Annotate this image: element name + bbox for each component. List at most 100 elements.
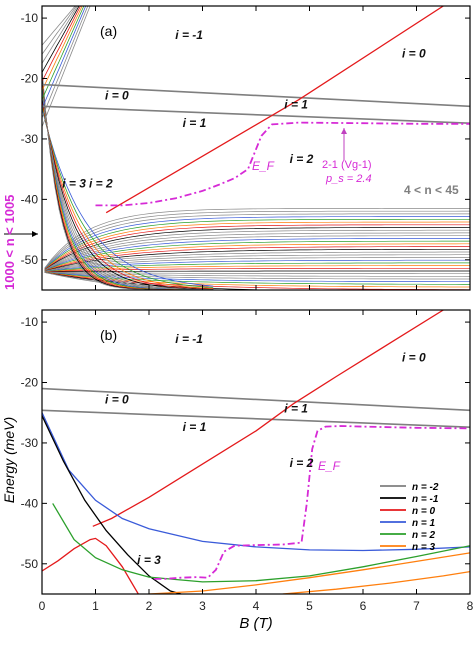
filling-factor-label: i = 0: [402, 46, 426, 60]
filling-factor-label: i = 2: [290, 456, 314, 470]
fermi-curve-annotation: 2-1 (Vg-1): [322, 159, 372, 171]
y-tick-label: -50: [21, 253, 39, 267]
side-range-label: 1000 < n < 1005: [2, 195, 17, 290]
upper-fan-line: [42, 6, 77, 55]
series-line: [282, 570, 470, 594]
fermi-label-b: E_F: [318, 459, 341, 473]
x-tick-label: 6: [360, 599, 367, 613]
filling-factor-label: i = 0: [105, 89, 129, 103]
legend-label: n = -2: [412, 482, 439, 493]
landau-level-line: [44, 270, 470, 273]
panel-a-region-labels: i = -1i = 0i = 0i = 1i = 1i = 2i = 2i = …: [62, 28, 426, 190]
upper-fan-line: [42, 6, 83, 91]
series-line: [42, 409, 470, 428]
panel-a-ticks: -50 -40 -30 -20 -10: [21, 6, 471, 290]
filling-factor-label: i = 3: [137, 553, 161, 567]
panel-b-tag: (b): [100, 327, 117, 343]
x-tick-label: 0: [39, 599, 46, 613]
landau-level-line: [44, 208, 470, 269]
y-tick-label: -20: [21, 72, 39, 86]
upper-fan-line: [42, 6, 81, 82]
x-axis-label: B (T): [239, 615, 272, 632]
landau-level-line: [44, 265, 470, 273]
upper-fan-line: [42, 6, 89, 118]
series-line: [42, 415, 182, 594]
x-tick-label: 5: [306, 599, 313, 613]
landau-level-line: [44, 271, 470, 280]
landau-level-line: [44, 227, 470, 271]
y-tick-label: -40: [21, 192, 39, 206]
y-tick-label: -10: [21, 315, 39, 329]
panel-a-background-levels: [42, 6, 470, 290]
upper-fan-line: [42, 6, 79, 64]
landau-level-line: [44, 224, 470, 270]
series-line: [42, 537, 139, 594]
panel-b-region-labels: i = -1 i = 0 i = 0 i = 1 i = 1 i = 2 i = 3: [105, 332, 426, 567]
landau-level-line: [44, 271, 470, 277]
ps-annotation: p_s = 2.4: [325, 173, 372, 185]
x-tick-label: 7: [413, 599, 420, 613]
fan-line: [42, 105, 214, 288]
panel-a-series: [42, 6, 470, 214]
landau-level-line: [44, 257, 470, 272]
landau-level-line: [44, 243, 470, 272]
series-line: [52, 503, 470, 583]
levels-range-annotation: 4 < n < 45: [404, 183, 459, 197]
filling-factor-label: i = 2: [89, 176, 113, 190]
series-line: [92, 310, 444, 527]
legend-label: n = 3: [412, 542, 436, 553]
landau-level-line: [44, 221, 470, 270]
series-line: [154, 425, 470, 580]
landau-level-line: [44, 248, 470, 272]
filling-factor-label: i = 1: [183, 420, 207, 434]
x-tick-label: 2: [146, 599, 153, 613]
filling-factor-label: i = 0: [402, 350, 426, 364]
landau-level-line: [44, 240, 470, 272]
filling-factor-label: i = 1: [183, 116, 207, 130]
landau-level-line: [44, 229, 470, 271]
fan-line: [42, 99, 214, 290]
landau-level-line: [44, 238, 470, 271]
x-tick-label: 1: [92, 599, 99, 613]
x-tick-label: 8: [467, 599, 474, 613]
landau-level-line: [44, 218, 470, 270]
landau-level-line: [44, 235, 470, 271]
upper-fan-line: [42, 6, 76, 46]
upper-fan-line: [42, 6, 80, 73]
y-tick-label: -30: [21, 436, 39, 450]
series-line: [42, 387, 470, 412]
y-axis-label: Energy (meV): [1, 417, 17, 503]
upper-fan-line: [42, 6, 87, 109]
x-tick-label: 4: [253, 599, 260, 613]
legend-label: n = 2: [412, 530, 436, 541]
y-tick-label: -10: [21, 11, 39, 25]
landau-level-line: [44, 232, 470, 271]
panel-a-tag: (a): [100, 23, 117, 39]
panel-b-ticks: -50 -40 -30 -20 -10 0 1 2 3 4 5 6 7 8: [21, 310, 474, 613]
legend-label: n = 0: [412, 506, 436, 517]
landau-level-line: [44, 271, 470, 275]
landau-level-line: [44, 267, 470, 273]
landau-level-line: [44, 259, 470, 272]
fan-line: [42, 102, 214, 289]
series-line: [105, 6, 444, 214]
landau-level-line: [44, 213, 470, 269]
legend-label: n = 1: [412, 518, 436, 529]
y-tick-label: -30: [21, 132, 39, 146]
series-line: [42, 83, 470, 108]
landau-level-line: [44, 216, 470, 270]
filling-factor-label: i = 1: [284, 98, 308, 112]
filling-factor-label: i = 2: [290, 152, 314, 166]
y-tick-label: -40: [21, 496, 39, 510]
panel-b-series: [42, 310, 470, 594]
panel-a: -50 -40 -30 -20 -10 i = -1 i = 0 i = 0 i = 1 i =…: [2, 5, 471, 291]
y-tick-label: -20: [21, 376, 39, 390]
upper-fan-line: [42, 6, 85, 100]
landau-level-line: [44, 251, 470, 272]
filling-factor-label: i = -1: [175, 28, 203, 42]
landau-level-line: [44, 271, 470, 285]
series-line: [42, 412, 470, 552]
fermi-label-a: E_F: [252, 159, 275, 173]
fan-line: [42, 96, 214, 290]
